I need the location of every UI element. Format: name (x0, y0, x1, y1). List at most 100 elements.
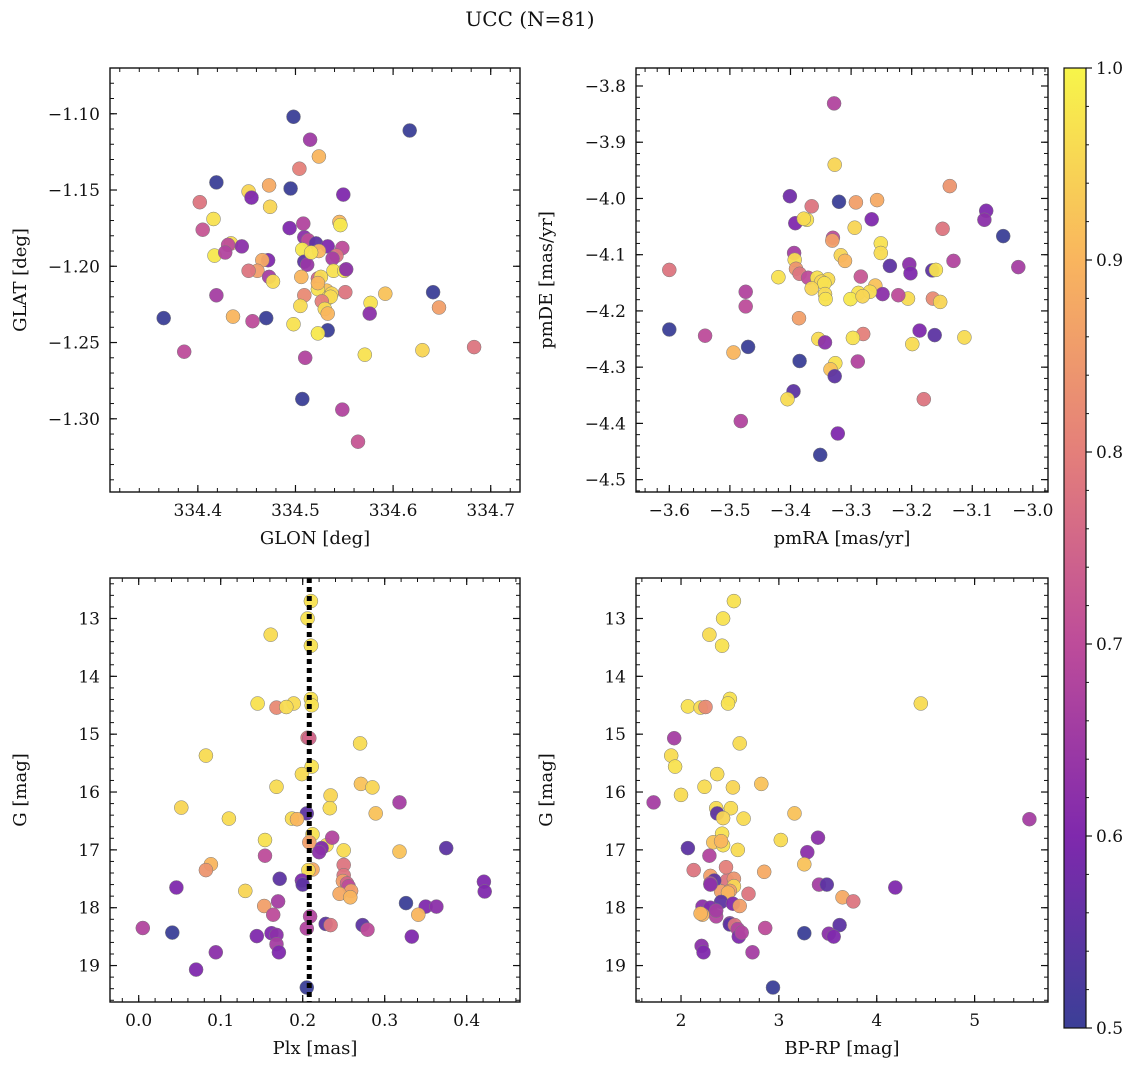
y-axis-label: G [mag] (10, 753, 31, 826)
data-point (360, 922, 375, 937)
data-point (745, 945, 760, 960)
data-point (176, 344, 192, 359)
data-point (425, 284, 441, 300)
y-tick-label: −4.4 (585, 414, 626, 434)
data-point (757, 920, 773, 936)
data-point (693, 906, 708, 921)
data-point (819, 877, 835, 892)
x-tick-label: 334.4 (174, 501, 223, 521)
y-tick-label: 19 (604, 957, 626, 977)
data-point (718, 859, 734, 875)
data-point (322, 800, 338, 816)
data-point (209, 175, 224, 190)
data-point (740, 339, 756, 355)
data-point (323, 917, 338, 933)
panel-1: 334.4 334.5 334.6 334.7 −1.10 −1.15 −1.20 −1.25… (10, 67, 521, 549)
x-tick-label: −3.1 (952, 501, 993, 521)
data-point (350, 434, 366, 449)
data-point (831, 194, 847, 210)
data-point (818, 291, 833, 307)
data-point (667, 759, 683, 774)
data-point (869, 192, 885, 208)
y-tick-label: −1.30 (48, 410, 100, 430)
data-point (666, 730, 682, 746)
y-tick-label: 13 (78, 609, 100, 629)
data-point (837, 253, 853, 269)
data-point (225, 309, 241, 324)
data-point (302, 132, 318, 147)
y-tick-label: −4.3 (585, 358, 626, 378)
data-point (333, 217, 348, 233)
data-point (662, 262, 677, 278)
data-point (269, 779, 284, 795)
x-tick-label: 334.7 (466, 501, 515, 521)
ticks: 0.0 0.1 0.2 0.3 0.4 13 14 15 16 17 18 19 (78, 578, 520, 1031)
data-point (804, 281, 819, 296)
data-point (338, 284, 353, 300)
data-point (680, 699, 696, 714)
data-point (720, 696, 736, 711)
data-point (357, 347, 373, 362)
axes-frame (635, 577, 1049, 1003)
points (156, 109, 482, 449)
y-tick-label: 14 (604, 667, 626, 687)
data-point (715, 611, 731, 626)
y-tick-label: −1.20 (48, 257, 100, 277)
data-point (702, 848, 717, 863)
data-point (732, 736, 747, 751)
x-tick-label: 4 (871, 1011, 882, 1031)
data-point (932, 294, 948, 310)
data-point (680, 840, 696, 856)
points (662, 96, 1026, 463)
data-point (696, 945, 711, 960)
data-point (249, 928, 265, 944)
data-point (265, 907, 281, 922)
data-point (756, 864, 772, 880)
figure-title: UCC (N=81) (465, 7, 594, 31)
data-point (673, 787, 689, 803)
data-point (378, 286, 393, 301)
data-point (256, 898, 272, 914)
points (646, 593, 1037, 995)
data-point (258, 310, 274, 326)
data-point (209, 288, 224, 303)
y-tick-label: 17 (604, 841, 626, 861)
data-point (1011, 259, 1026, 275)
data-point (270, 894, 286, 909)
y-tick-label: −3.9 (585, 133, 626, 153)
data-point (891, 287, 906, 303)
data-point (293, 298, 308, 314)
data-point (257, 848, 273, 863)
colorbar-gradient (1063, 67, 1087, 1029)
data-point (310, 275, 326, 291)
data-point (299, 257, 315, 272)
data-point (848, 195, 864, 210)
y-tick-label: −4.5 (585, 471, 626, 491)
data-point (336, 843, 351, 858)
ticks: 334.4 334.5 334.6 334.7 −1.10 −1.15 −1.20 −1.25… (48, 67, 520, 521)
x-tick-label: 0.2 (289, 1011, 316, 1031)
data-point (477, 884, 492, 899)
y-tick-label: 18 (78, 899, 100, 919)
data-point (257, 832, 273, 848)
data-point (411, 907, 426, 922)
data-point (336, 187, 351, 202)
data-point (827, 157, 842, 172)
data-point (804, 199, 819, 214)
data-point (165, 925, 180, 940)
data-point (294, 269, 309, 285)
data-point (325, 251, 340, 266)
data-point (738, 284, 753, 300)
data-point (335, 402, 350, 417)
data-point (773, 832, 789, 848)
data-point (791, 310, 807, 326)
colorbar: 0.5 0.6 0.7 0.8 0.9 1.0 (1063, 59, 1123, 1039)
data-point (135, 920, 151, 936)
data-point (310, 326, 326, 341)
y-tick-label: −1.25 (48, 334, 100, 354)
data-point (365, 780, 380, 795)
data-point (928, 262, 944, 278)
data-point (730, 842, 746, 858)
data-point (702, 627, 717, 642)
data-point (415, 342, 430, 358)
